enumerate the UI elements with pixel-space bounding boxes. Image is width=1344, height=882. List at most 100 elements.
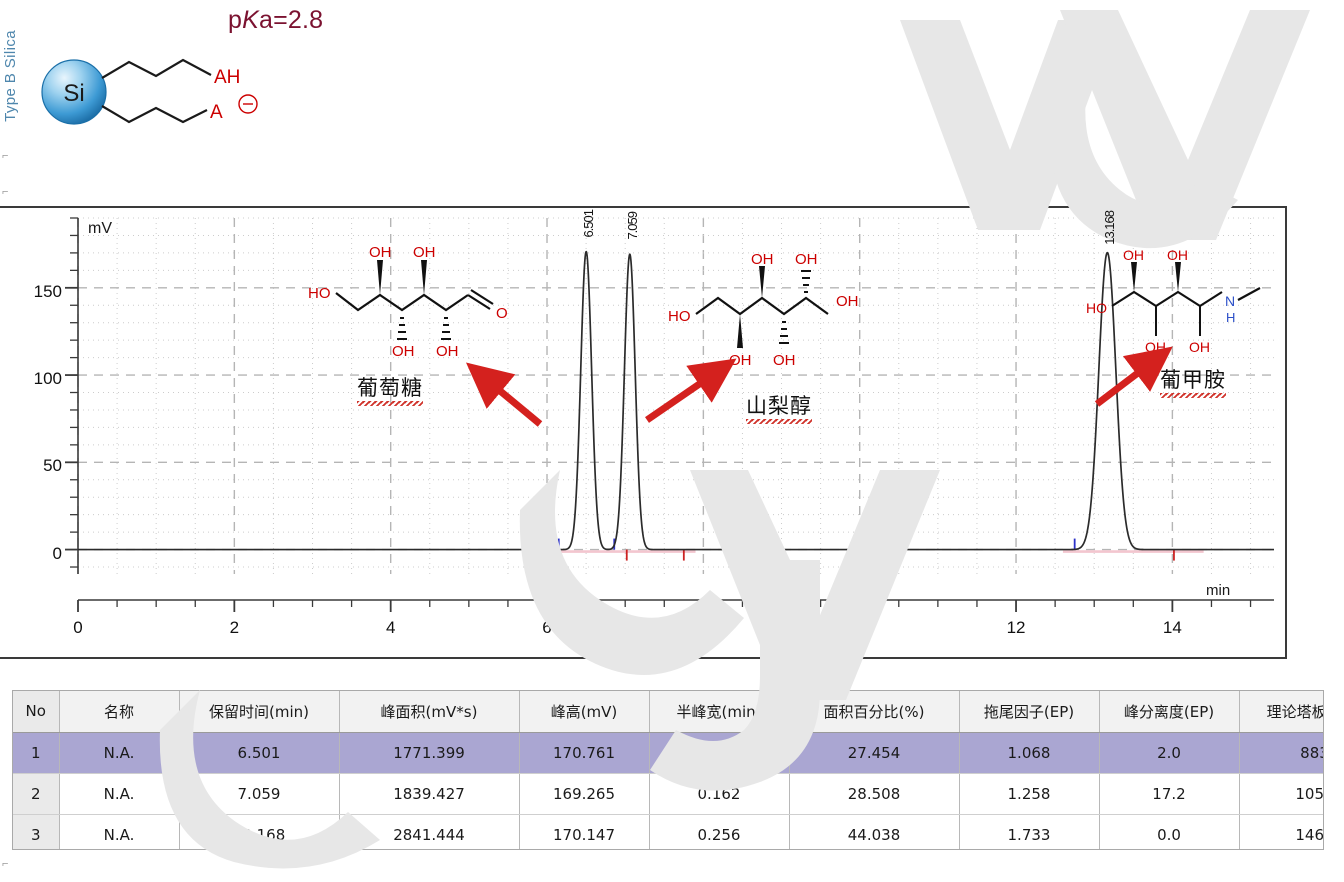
- table-cell[interactable]: 44.038: [789, 814, 960, 849]
- svg-text:HO: HO: [1086, 300, 1107, 316]
- crop-mark-left-3: ⌐: [2, 858, 9, 870]
- sorbitol-wedge-2: [737, 314, 743, 348]
- svg-text:OH: OH: [392, 343, 415, 360]
- glucose-structure: HO OH OH OH OH O: [308, 244, 508, 360]
- table-cell[interactable]: 0.256: [649, 814, 790, 849]
- x-tick-label: 2: [229, 618, 240, 637]
- table-cell[interactable]: 8835: [1239, 732, 1323, 774]
- meglumine-wedge-2: [1175, 262, 1181, 292]
- x-axis-unit-label: min: [1206, 582, 1231, 599]
- table-cell[interactable]: 14671: [1239, 814, 1323, 849]
- table-column-header[interactable]: 保留时间(min): [179, 691, 340, 733]
- table-column-header[interactable]: 理论塔板数(EP): [1239, 691, 1323, 733]
- peak-results-table-panel[interactable]: No 名称 保留时间(min) 峰面积(mV*s) 峰高(mV) 半峰宽(min) 面积百分…: [12, 690, 1324, 850]
- svg-text:OH: OH: [1123, 248, 1144, 263]
- table-cell[interactable]: N.A.: [59, 814, 180, 849]
- svg-text:O: O: [496, 305, 508, 322]
- table-cell[interactable]: 1: [13, 732, 60, 774]
- table-cell[interactable]: 0.162: [649, 773, 790, 815]
- table-cell[interactable]: 6.501: [179, 732, 340, 774]
- x-tick-label: 4: [385, 618, 396, 637]
- y-tick-label: 150: [33, 281, 62, 301]
- svg-text:N: N: [1225, 293, 1235, 309]
- x-tick-label: 14: [1162, 618, 1182, 637]
- table-cell[interactable]: 3: [13, 814, 60, 849]
- table-column-header[interactable]: No: [13, 691, 60, 733]
- table-cell[interactable]: N.A.: [59, 773, 180, 815]
- annotation-glucose-text: 葡萄糖: [357, 376, 423, 400]
- silica-bead-icon: [41, 59, 107, 125]
- annotation-meglumine: 葡甲胺: [1160, 364, 1226, 398]
- table-row[interactable]: 1 N.A. 6.501 1771.399 170.761 0.163 27.454 1.06…: [13, 732, 1323, 774]
- sorbitol-wedge-1: [759, 266, 765, 298]
- table-column-header[interactable]: 峰分离度(EP): [1099, 691, 1240, 733]
- glucose-hash-1: [397, 317, 407, 340]
- table-row[interactable]: 2 N.A. 7.059 1839.427 169.265 0.162 28.508 1.25…: [13, 773, 1323, 815]
- svg-text:OH: OH: [436, 343, 459, 360]
- x-tick-label: 0: [73, 618, 83, 637]
- peak-rt-label: 7.059: [624, 212, 640, 240]
- peak-rt-label: 6.501: [581, 209, 597, 238]
- annotation-meglumine-text: 葡甲胺: [1160, 368, 1226, 392]
- pka-value-label: pKa=2.8: [228, 6, 323, 35]
- table-cell[interactable]: 27.454: [789, 732, 960, 774]
- table-cell[interactable]: 28.508: [789, 773, 960, 815]
- annotation-arrows: [465, 346, 1173, 427]
- table-cell[interactable]: 1.733: [959, 814, 1100, 849]
- arm-top-label: AH: [214, 67, 240, 88]
- type-b-silica-label: Type B Silica: [2, 30, 19, 122]
- glucose-wedge-2: [421, 260, 427, 295]
- table-cell[interactable]: 1.068: [959, 732, 1100, 774]
- annotation-glucose: 葡萄糖: [357, 372, 423, 406]
- lower-alkyl-chain: [101, 105, 208, 124]
- svg-text:H: H: [1226, 310, 1235, 325]
- peak-results-table[interactable]: No 名称 保留时间(min) 峰面积(mV*s) 峰高(mV) 半峰宽(min) 面积百分…: [13, 691, 1323, 849]
- table-column-header[interactable]: 名称: [59, 691, 180, 733]
- table-column-header[interactable]: 峰高(mV): [519, 691, 650, 733]
- table-cell[interactable]: 0.163: [649, 732, 790, 774]
- y-axis-unit-label: mV: [88, 220, 112, 237]
- annotation-sorbitol: 山梨醇: [746, 390, 812, 424]
- peak-rt-label: 13.168: [1102, 210, 1118, 245]
- svg-text:OH: OH: [773, 352, 796, 369]
- table-column-header[interactable]: 峰面积(mV*s): [339, 691, 520, 733]
- table-column-header[interactable]: 半峰宽(min): [649, 691, 790, 733]
- glucose-wedge-1: [377, 260, 383, 295]
- table-cell[interactable]: 169.265: [519, 773, 650, 815]
- table-cell[interactable]: 1.258: [959, 773, 1100, 815]
- pka-prefix: p: [228, 6, 243, 34]
- table-cell[interactable]: 10515: [1239, 773, 1323, 815]
- svg-text:OH: OH: [1189, 339, 1210, 355]
- silica-structure-svg: Si AH A: [41, 58, 258, 125]
- svg-text:OH: OH: [1167, 248, 1188, 263]
- meglumine-wedge-1: [1131, 262, 1137, 292]
- table-cell[interactable]: 1771.399: [339, 732, 520, 774]
- svg-text:OH: OH: [795, 252, 818, 268]
- pka-suffix: a=2.8: [258, 6, 324, 34]
- table-cell[interactable]: 13.168: [179, 814, 340, 849]
- y-tick-label: 50: [43, 456, 62, 476]
- upper-alkyl-chain: [101, 58, 212, 79]
- y-axis-ticks: [65, 217, 78, 568]
- table-cell[interactable]: 170.147: [519, 814, 650, 849]
- table-column-header[interactable]: 面积百分比(%): [789, 691, 960, 733]
- table-cell[interactable]: 0.0: [1099, 814, 1240, 849]
- table-cell[interactable]: 1839.427: [339, 773, 520, 815]
- table-cell[interactable]: 7.059: [179, 773, 340, 815]
- table-column-header[interactable]: 拖尾因子(EP): [959, 691, 1100, 733]
- table-cell[interactable]: N.A.: [59, 732, 180, 774]
- sorbitol-structure: HO OH OH OH OH OH: [668, 252, 859, 369]
- table-cell[interactable]: 170.761: [519, 732, 650, 774]
- table-header-row: No 名称 保留时间(min) 峰面积(mV*s) 峰高(mV) 半峰宽(min) 面积百分…: [13, 691, 1323, 733]
- table-cell[interactable]: 17.2: [1099, 773, 1240, 815]
- svg-text:HO: HO: [668, 308, 691, 325]
- table-body[interactable]: 1 N.A. 6.501 1771.399 170.761 0.163 27.454 1.06…: [13, 732, 1323, 849]
- table-cell[interactable]: 2.0: [1099, 732, 1240, 774]
- svg-text:OH: OH: [413, 244, 436, 261]
- y-tick-label: 100: [33, 369, 62, 389]
- table-cell[interactable]: 2841.444: [339, 814, 520, 849]
- table-cell[interactable]: 2: [13, 773, 60, 815]
- svg-text:HO: HO: [308, 285, 331, 302]
- table-row[interactable]: 3 N.A. 13.168 2841.444 170.147 0.256 44.038 1.7…: [13, 814, 1323, 849]
